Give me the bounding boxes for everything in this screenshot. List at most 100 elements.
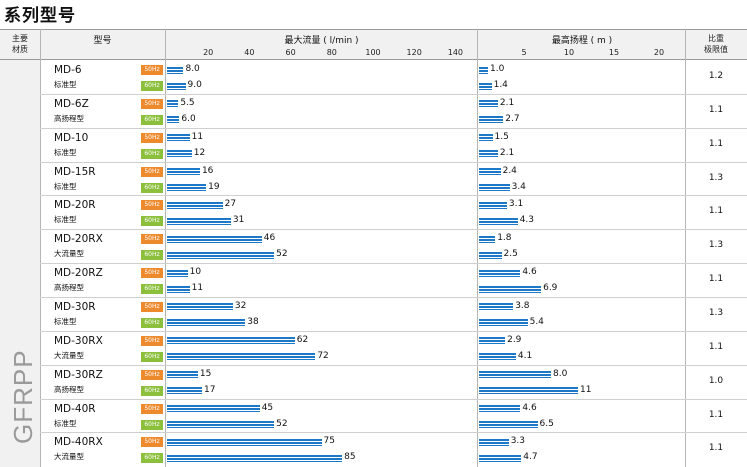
row-divider	[40, 432, 747, 433]
flow-bar-60hz	[167, 82, 186, 90]
head-bar-50hz	[479, 66, 488, 74]
head-bar-60hz	[479, 285, 542, 293]
head-bar-50hz	[479, 201, 507, 209]
row-divider	[40, 399, 747, 400]
flow-bar-60hz	[167, 353, 316, 361]
flow-bar-50hz	[167, 235, 262, 243]
specific-gravity-limit: 1.1	[708, 104, 724, 115]
flow-value-60hz: 17	[204, 384, 216, 395]
hz-50-badge: 50Hz	[141, 234, 163, 245]
row-divider	[40, 297, 747, 298]
head-tick-label: 10	[563, 48, 575, 57]
head-bar-60hz	[479, 421, 538, 428]
flow-bar-60hz	[167, 251, 275, 259]
head-bar-60hz	[479, 251, 502, 259]
flow-tick-label: 60	[285, 48, 296, 57]
flow-bar-50hz	[167, 201, 223, 209]
table-header	[0, 29, 747, 59]
specific-gravity-limit: 1.3	[708, 240, 724, 251]
hz-60-badge: 60Hz	[141, 453, 163, 464]
flow-value-60hz: 19	[208, 181, 220, 192]
header-head: 最高扬程 ( m )	[551, 36, 613, 46]
hz-50-badge: 50Hz	[141, 403, 163, 414]
head-value-50hz: 3.1	[508, 199, 524, 210]
head-bar-60hz	[479, 353, 516, 361]
flow-tick-label: 120	[406, 48, 422, 57]
flow-value-60hz: 72	[317, 350, 329, 361]
head-bar-50hz	[479, 303, 514, 311]
flow-bar-60hz	[167, 116, 180, 124]
header-model: 型号	[93, 36, 112, 46]
model-type: 标准型	[54, 215, 77, 225]
flow-value-50hz: 32	[234, 300, 247, 311]
head-bar-50hz	[479, 405, 521, 412]
head-bar-60hz	[479, 217, 518, 225]
model-type: 高扬程型	[54, 113, 84, 123]
flow-bar-50hz	[167, 405, 260, 412]
flow-value-60hz: 11	[191, 283, 204, 294]
row-divider	[40, 263, 747, 264]
hz-60-badge: 60Hz	[141, 148, 163, 159]
header-material-line1: 主要	[12, 34, 28, 43]
head-value-60hz: 11	[580, 384, 592, 395]
flow-value-60hz: 9.0	[187, 80, 202, 90]
flow-value-50hz: 10	[189, 267, 202, 278]
specific-gravity-limit: 1.2	[708, 71, 724, 81]
model-type: 大流量型	[54, 452, 84, 462]
flow-value-50hz: 5.5	[180, 97, 195, 108]
flow-tick-label: 20	[203, 48, 214, 57]
head-value-50hz: 2.9	[507, 334, 522, 345]
hz-50-badge: 50Hz	[141, 268, 163, 279]
specific-gravity-limit: 1.0	[708, 375, 724, 386]
hz-50-badge: 50Hz	[141, 437, 163, 448]
model-type: 标准型	[54, 316, 77, 326]
flow-bar-60hz	[167, 421, 275, 428]
row-divider	[40, 162, 747, 163]
flow-tick-label: 140	[447, 48, 464, 57]
specific-gravity-limit: 1.1	[708, 138, 724, 149]
flow-value-60hz: 6.0	[181, 113, 196, 124]
header-ratio-line2: 极限值	[704, 45, 728, 54]
model-name: MD-6	[54, 64, 82, 76]
head-tick-label: 15	[608, 48, 620, 57]
flow-value-50hz: 45	[261, 402, 274, 413]
specific-gravity-limit: 1.1	[708, 443, 724, 454]
model-type: 标准型	[54, 418, 77, 428]
flow-tick-label: 80	[326, 48, 337, 57]
specific-gravity-limit: 1.1	[708, 341, 724, 352]
column-divider	[40, 29, 41, 467]
model-type: 标准型	[54, 147, 77, 157]
head-value-60hz: 5.4	[529, 316, 544, 327]
hz-50-badge: 50Hz	[141, 301, 163, 312]
head-value-50hz: 3.3	[510, 436, 526, 447]
specific-gravity-limit: 1.1	[708, 206, 724, 217]
flow-value-50hz: 46	[263, 233, 276, 244]
head-bar-50hz	[479, 100, 498, 108]
hz-50-badge: 50Hz	[141, 166, 163, 177]
head-tick-label: 5	[521, 48, 527, 57]
head-value-60hz: 4.3	[519, 215, 535, 226]
flow-value-50hz: 16	[201, 165, 214, 176]
column-divider	[165, 29, 166, 467]
row-divider	[40, 331, 747, 332]
head-bar-50hz	[479, 438, 509, 446]
hz-50-badge: 50Hz	[141, 200, 163, 211]
flow-bar-60hz	[167, 285, 190, 293]
column-divider	[685, 29, 686, 467]
hz-60-badge: 60Hz	[141, 419, 163, 430]
head-value-50hz: 3.8	[515, 300, 530, 311]
hz-50-badge: 50Hz	[141, 335, 163, 346]
model-name: MD-30RX	[54, 334, 103, 347]
head-value-50hz: 8.0	[553, 368, 568, 379]
flow-value-60hz: 12	[193, 147, 206, 158]
model-name: MD-20RZ	[54, 267, 103, 280]
head-value-60hz: 4.7	[523, 452, 538, 463]
specific-gravity-limit: 1.1	[708, 274, 724, 285]
head-value-50hz: 1.0	[490, 64, 505, 74]
hz-60-badge: 60Hz	[141, 114, 163, 125]
flow-value-60hz: 31	[232, 215, 245, 226]
head-value-60hz: 2.1	[499, 147, 515, 158]
head-value-60hz: 2.5	[503, 249, 518, 260]
header-material-line2: 材质	[12, 45, 28, 54]
flow-value-50hz: 62	[296, 334, 309, 345]
